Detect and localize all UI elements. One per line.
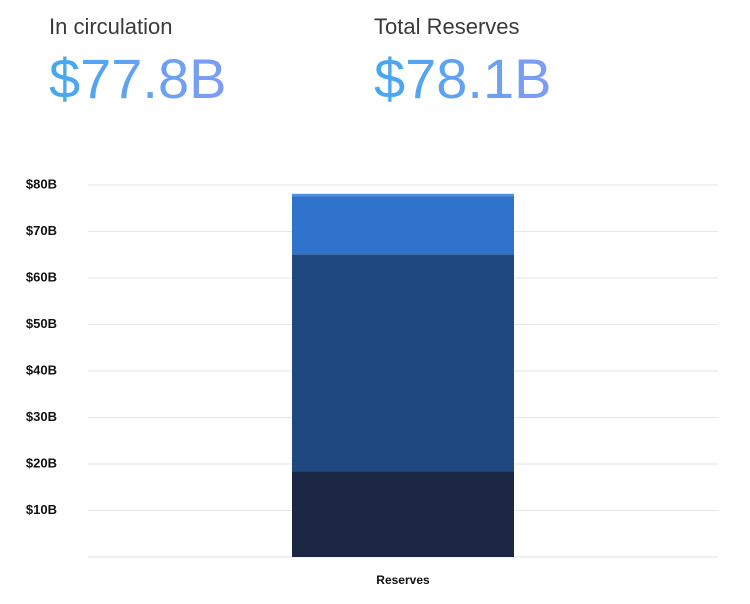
x-tick-label: Reserves: [376, 573, 430, 587]
bar-segment: [292, 254, 514, 472]
y-tick-label: $10B: [26, 502, 57, 517]
y-tick-label: $30B: [26, 409, 57, 424]
bar-segment: [292, 193, 514, 197]
bar-segment: [292, 471, 514, 557]
y-tick-label: $80B: [26, 176, 57, 191]
y-tick-label: $20B: [26, 455, 57, 470]
y-tick-label: $50B: [26, 316, 57, 331]
stat-label: Total Reserves: [374, 14, 520, 39]
y-tick-label: $40B: [26, 362, 57, 377]
bar-segment: [292, 196, 514, 255]
stat-label: In circulation: [49, 14, 173, 39]
stat-card: Total Reserves $78.1B: [374, 14, 552, 114]
y-tick-label: $70B: [26, 223, 57, 238]
stat-value: $77.8B: [49, 44, 227, 114]
stat-card: In circulation $77.8B: [49, 14, 227, 114]
stat-value: $78.1B: [374, 44, 552, 114]
y-tick-label: $60B: [26, 269, 57, 284]
